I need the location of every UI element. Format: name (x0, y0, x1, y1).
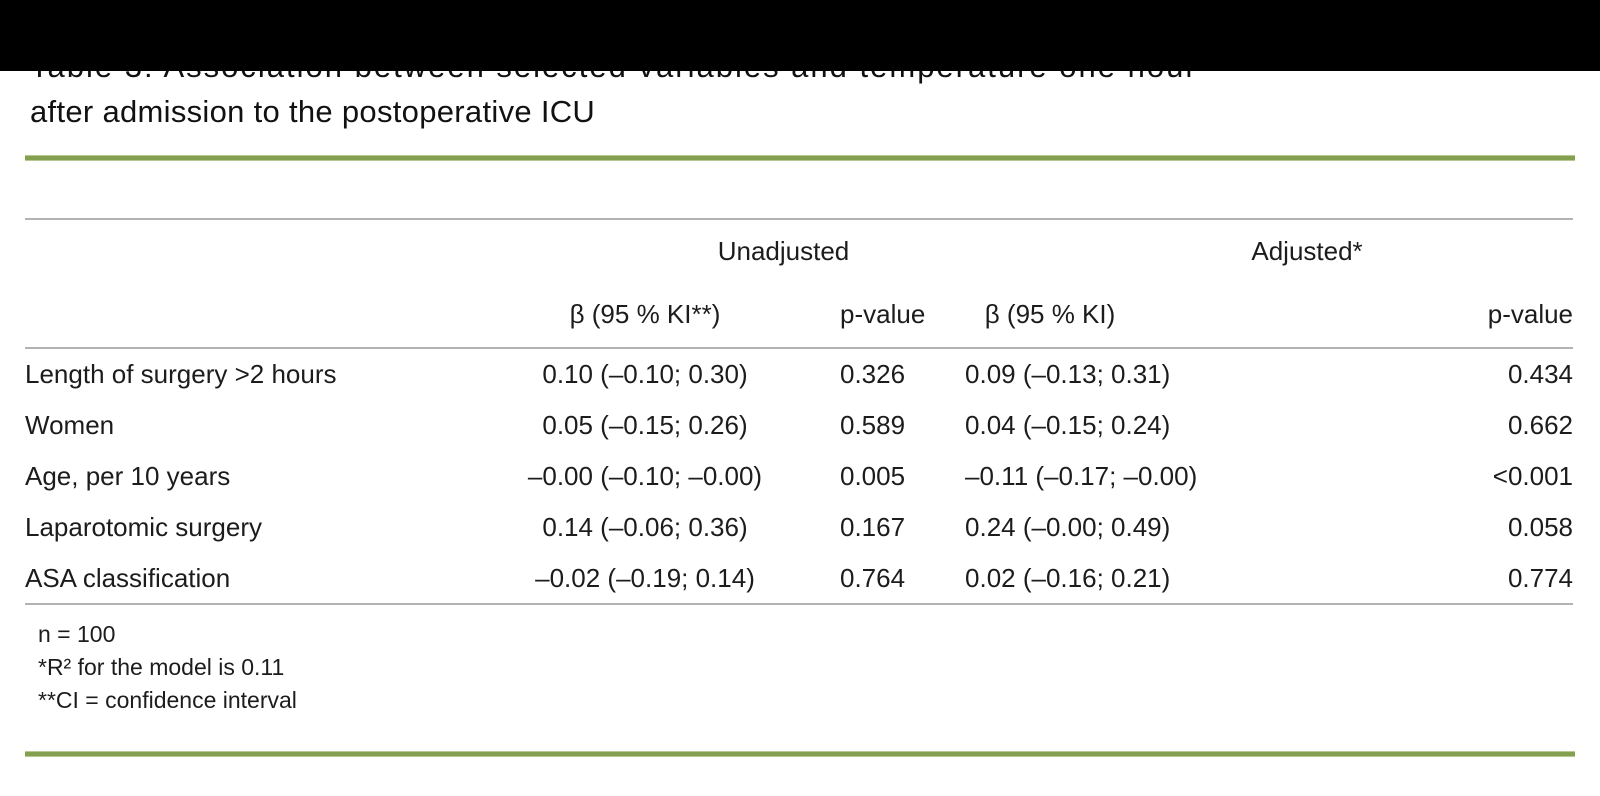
table-row: Laparotomic surgery 0.14 (–0.06; 0.36) 0… (25, 502, 1573, 553)
table-row: ASA classification –0.02 (–0.19; 0.14) 0… (25, 553, 1574, 605)
adjusted-pvalue-cell: <0.001 (1492, 461, 1574, 491)
unadjusted-pvalue-cell: 0.589 (840, 410, 906, 440)
unadjusted-beta-cell: 0.14 (–0.06; 0.36) (542, 512, 748, 542)
unadjusted-beta-cell: 0.10 (–0.10; 0.30) (542, 359, 748, 389)
adjusted-beta-cell: 0.02 (–0.16; 0.21) (965, 553, 1170, 605)
row-label: Age, per 10 years (25, 461, 231, 491)
unadjusted-beta-cell: –0.00 (–0.10; –0.00) (527, 461, 763, 491)
adjusted-beta-cell: 0.04 (–0.15; 0.24) (965, 410, 1171, 440)
adjusted-pvalue-cell: 0.774 (1135, 553, 1574, 605)
group-header-adjusted-cell: Adjusted* (965, 219, 1573, 282)
adjusted-pvalue-cell: 0.434 (1507, 359, 1574, 389)
unadjusted-pvalue-cell: 0.764 (840, 553, 966, 605)
unadjusted-pvalue-cell: 0.167 (840, 512, 906, 542)
column-header-adjusted-beta: β (95 % KI) (965, 282, 1136, 349)
adjusted-pvalue-cell: 0.662 (1507, 410, 1574, 440)
unadjusted-beta-cell: –0.02 (–0.19; 0.14) (450, 553, 840, 605)
group-header-empty (25, 219, 450, 282)
table-row: Length of surgery >2 hours 0.10 (–0.10; … (25, 348, 1573, 400)
footnote-n: n = 100 (38, 621, 116, 647)
group-header-unadjusted-cell: Unadjusted (450, 219, 965, 282)
footnote-r-squared: *R² for the model is 0.11 (38, 654, 285, 680)
unadjusted-pvalue-cell: 0.005 (840, 461, 906, 491)
row-label: Laparotomic surgery (25, 512, 262, 542)
table-row: Age, per 10 years –0.00 (–0.10; –0.00) 0… (25, 451, 1573, 502)
adjusted-pvalue-cell: 0.058 (1507, 512, 1574, 542)
column-header-adjusted-pvalue: p-value (1135, 282, 1574, 349)
unadjusted-beta-cell: 0.05 (–0.15; 0.26) (542, 410, 748, 440)
group-header-adjusted: Adjusted* (1251, 235, 1363, 266)
footnote-ci-definition: **CI = confidence interval (38, 687, 297, 713)
black-overlay-bar (0, 0, 1600, 71)
bottom-accent-rule (25, 751, 1575, 757)
top-accent-rule (25, 155, 1575, 161)
group-header-row: Unadjusted Adjusted* (25, 219, 1573, 282)
column-header-variable (25, 282, 450, 349)
unadjusted-pvalue-cell: 0.326 (840, 359, 906, 389)
column-header-unadjusted-pvalue: p-value (840, 282, 966, 349)
footnotes-block: n = 100 *R² for the model is 0.11 **CI =… (38, 618, 297, 717)
group-header-unadjusted: Unadjusted (717, 235, 850, 266)
column-header-row: β (95 % KI**) p-value β (95 % KI) p-valu… (25, 282, 1574, 349)
adjusted-beta-cell: –0.11 (–0.17; –0.00) (965, 461, 1198, 491)
table-row: Women 0.05 (–0.15; 0.26) 0.589 0.04 (–0.… (25, 400, 1573, 451)
adjusted-beta-cell: 0.09 (–0.13; 0.31) (965, 359, 1171, 389)
adjusted-beta-cell: 0.24 (–0.00; 0.49) (965, 512, 1171, 542)
column-header-unadjusted-beta: β (95 % KI**) (450, 282, 840, 349)
row-label: ASA classification (25, 553, 450, 605)
table-caption-line2: after admission to the postoperative ICU (30, 94, 596, 129)
regression-table: Unadjusted Adjusted* β (95 % KI**) p-val… (25, 218, 1574, 605)
row-label: Women (25, 410, 115, 440)
row-label: Length of surgery >2 hours (25, 359, 337, 389)
